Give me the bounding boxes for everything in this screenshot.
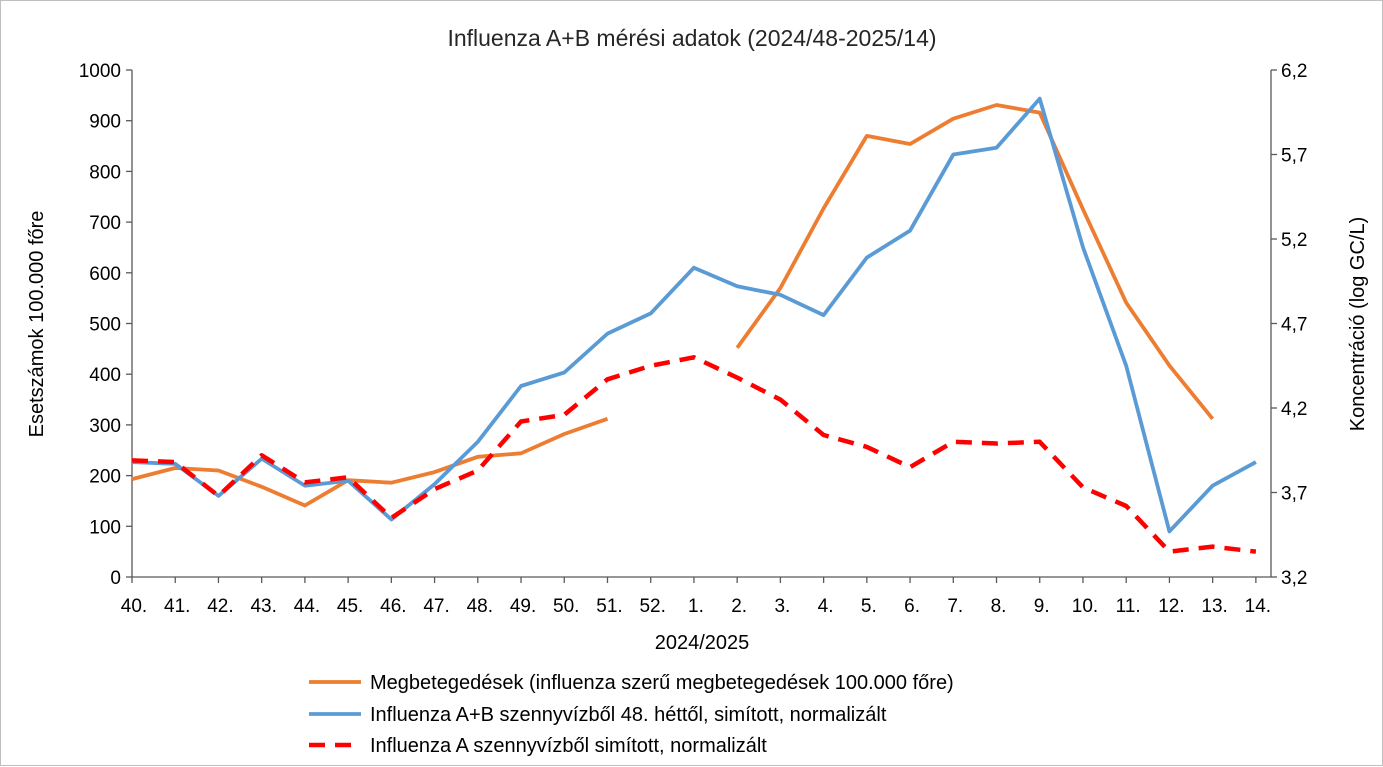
x-tick-label: 8. bbox=[991, 596, 1007, 617]
x-tick-label: 4. bbox=[818, 596, 834, 617]
x-tick-label: 46. bbox=[380, 596, 406, 617]
x-tick-label: 1. bbox=[688, 596, 704, 617]
x-tick-label: 52. bbox=[639, 596, 665, 617]
y-right-tick-label: 6,2 bbox=[1281, 61, 1307, 82]
x-tick-label: 50. bbox=[553, 596, 579, 617]
x-tick-label: 12. bbox=[1158, 596, 1184, 617]
y-left-tick-label: 0 bbox=[110, 568, 121, 589]
series-line-3 bbox=[131, 355, 1257, 554]
x-tick-label: 40. bbox=[121, 596, 147, 617]
y-left-tick-label: 700 bbox=[89, 213, 121, 234]
x-tick-label: 10. bbox=[1072, 596, 1098, 617]
legend-label-2: Influenza A+B szennyvízből 48. héttől, s… bbox=[370, 704, 887, 726]
y-left-tick-label: 600 bbox=[89, 264, 121, 285]
x-axis-title: 2024/2025 bbox=[655, 632, 750, 654]
x-tick-label: 6. bbox=[904, 596, 920, 617]
y-right-tick-label: 4,7 bbox=[1281, 315, 1307, 336]
x-tick-label: 41. bbox=[164, 596, 190, 617]
x-tick-label: 9. bbox=[1034, 596, 1050, 617]
x-tick-label: 14. bbox=[1245, 596, 1271, 617]
y-right-tick-label: 3,7 bbox=[1281, 484, 1307, 505]
x-tick-label: 45. bbox=[337, 596, 363, 617]
x-tick-label: 13. bbox=[1201, 596, 1227, 617]
legend-label-3: Influenza A szennyvízből simított, norma… bbox=[370, 735, 767, 757]
legend-label-1: Megbetegedések (influenza szerű megbeteg… bbox=[370, 672, 954, 694]
x-tick-label: 11. bbox=[1116, 596, 1141, 617]
y-right-tick-label: 5,2 bbox=[1281, 230, 1307, 251]
series-line-2 bbox=[131, 96, 1257, 534]
series-lines bbox=[131, 96, 1257, 554]
x-tick-label: 2. bbox=[731, 596, 747, 617]
x-tick-label: 43. bbox=[250, 596, 276, 617]
series-line-1-segment-2 bbox=[735, 103, 1215, 420]
x-tick-label: 51. bbox=[596, 596, 622, 617]
x-tick-label: 48. bbox=[467, 596, 493, 617]
y-right-tick-label: 3,2 bbox=[1281, 568, 1307, 589]
x-tick-label: 44. bbox=[294, 596, 320, 617]
chart-title: Influenza A+B mérési adatok (2024/48-202… bbox=[447, 25, 936, 51]
x-tick-label: 49. bbox=[510, 596, 536, 617]
y-left-tick-label: 900 bbox=[89, 112, 121, 133]
axes: 0 100 200 300 400 500 600 700 800 900 1000 3,2 3,7 4,… bbox=[79, 61, 1308, 617]
x-tick-label: 3. bbox=[774, 596, 790, 617]
y-right-tick-label: 5,7 bbox=[1281, 146, 1307, 167]
x-tick-label: 5. bbox=[861, 596, 877, 617]
x-tick-label: 47. bbox=[423, 596, 449, 617]
y-left-tick-label: 800 bbox=[89, 162, 121, 183]
y-left-tick-label: 200 bbox=[89, 467, 121, 488]
y-axis-right-title: Koncentráció (log GC/L) bbox=[1347, 217, 1369, 432]
y-right-tick-label: 4,2 bbox=[1281, 399, 1307, 420]
y-left-tick-label: 100 bbox=[89, 517, 121, 538]
y-left-tick-label: 500 bbox=[89, 315, 121, 336]
series-line-1-segment-1 bbox=[131, 417, 609, 508]
legend: Megbetegedések (influenza szerű megbeteg… bbox=[309, 672, 954, 757]
x-tick-label: 42. bbox=[207, 596, 233, 617]
y-left-tick-label: 1000 bbox=[79, 61, 121, 82]
x-tick-label: 7. bbox=[947, 596, 963, 617]
y-axis-left-title: Esetszámok 100.000 főre bbox=[26, 211, 48, 438]
y-left-tick-label: 300 bbox=[89, 416, 121, 437]
y-left-tick-label: 400 bbox=[89, 365, 121, 386]
